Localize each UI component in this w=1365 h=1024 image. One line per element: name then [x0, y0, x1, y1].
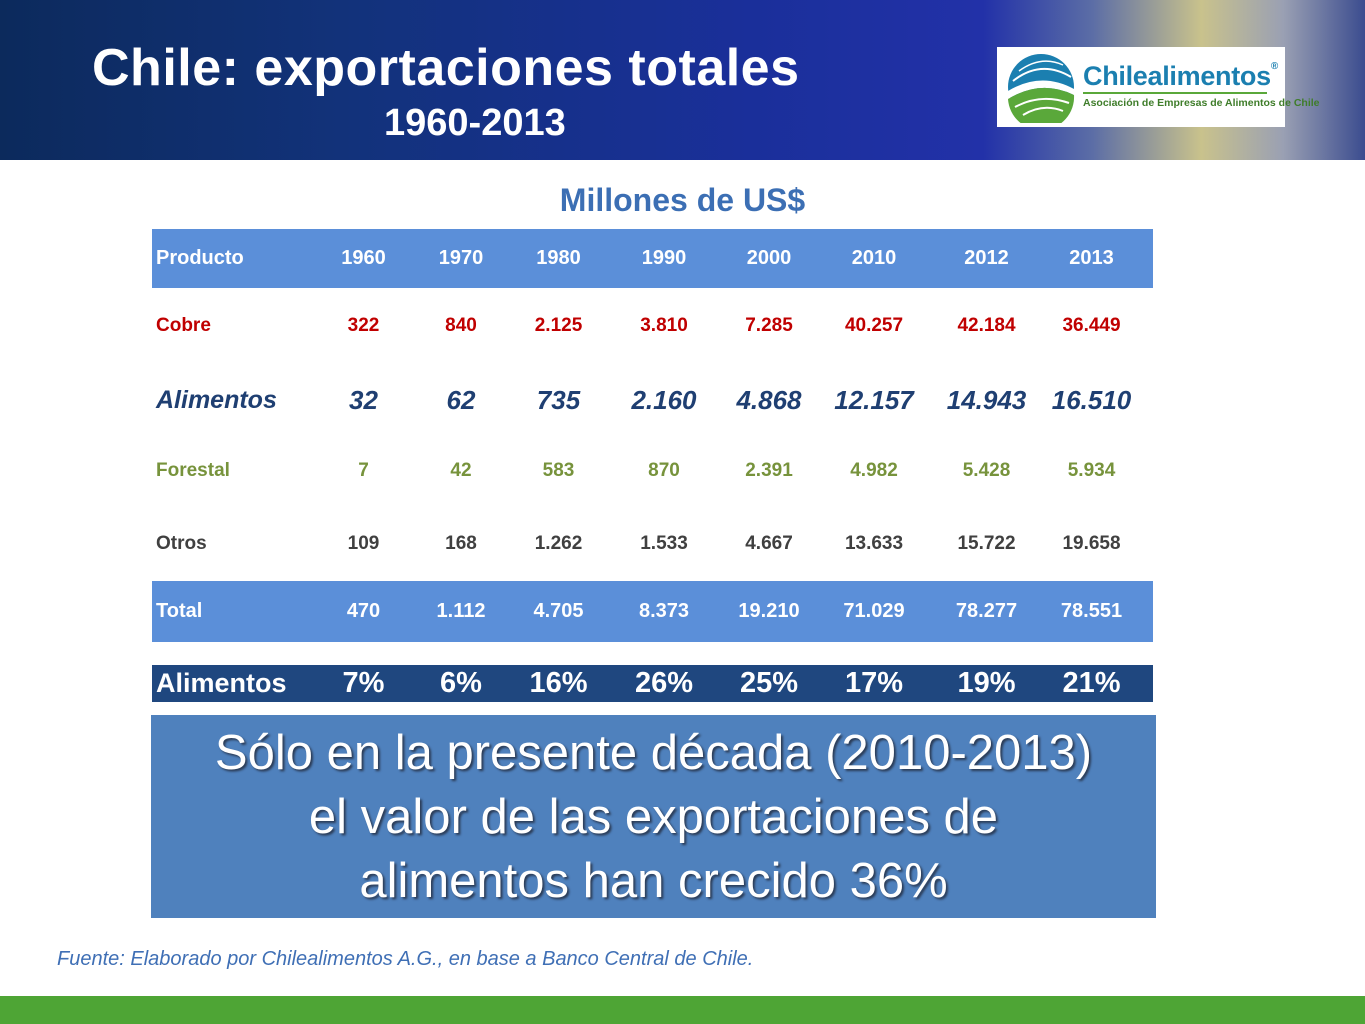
table-cell: Forestal — [156, 460, 230, 481]
header-cell: Producto — [156, 247, 244, 269]
table-cell: 1.533 — [640, 533, 688, 554]
table-cell: 62 — [446, 384, 476, 415]
table-cell: 40.257 — [844, 315, 904, 336]
table-cell: 583 — [542, 460, 575, 481]
table-cell: 4.982 — [850, 460, 898, 481]
table-row-otros: Otros 109 168 1.262 1.533 4.667 13.633 1… — [152, 520, 1153, 568]
units-label: Millones de US$ — [559, 182, 806, 218]
table-cell: 78.551 — [1060, 600, 1123, 622]
table-row-alimentos: Alimentos 32 62 735 2.160 4.868 12.157 1… — [152, 376, 1153, 424]
header-cell: 1990 — [641, 247, 687, 269]
table-cell: Alimentos — [156, 668, 287, 698]
table-cell: 7.285 — [745, 315, 793, 336]
table-row-cobre: Cobre 322 840 2.125 3.810 7.285 40.257 4… — [152, 302, 1153, 350]
slide-subtitle: 1960-2013 — [384, 102, 566, 144]
table-cell: 19.658 — [1062, 533, 1121, 554]
logo-divider — [1083, 92, 1267, 94]
header-cell: 2013 — [1069, 247, 1114, 269]
table-row-alimentos-share: Alimentos 7% 6% 16% 26% 25% 17% 19% 21% — [152, 665, 1153, 702]
table-header-row: Producto 1960 1970 1980 1990 2000 2010 2… — [152, 229, 1153, 288]
table-cell: 15.722 — [957, 533, 1016, 554]
table-cell: 36.449 — [1062, 315, 1121, 336]
slide-title: Chile: exportaciones totales — [92, 39, 800, 97]
table-row-forestal: Forestal 7 42 583 870 2.391 4.982 5.428 … — [152, 447, 1153, 495]
table-cell: 17% — [844, 667, 904, 699]
table-cell: 16.510 — [1051, 384, 1132, 415]
table-cell: 42 — [450, 460, 472, 481]
header-cell: 2000 — [746, 247, 792, 269]
note-line: el valor de las exportaciones de — [308, 790, 999, 844]
table-cell: 7 — [358, 460, 369, 481]
table-cell: 2.160 — [631, 384, 697, 415]
table-cell: 8.373 — [638, 600, 690, 622]
highlight-note: Sólo en la presente década (2010-2013) e… — [151, 715, 1156, 918]
table-cell: 735 — [536, 384, 581, 415]
table-cell: 2.391 — [745, 460, 793, 481]
table-cell: 5.934 — [1067, 460, 1116, 481]
table-cell: 168 — [445, 533, 477, 554]
header-cell: 1960 — [341, 247, 386, 269]
header-cell: 2010 — [851, 247, 897, 269]
table-cell: 25% — [739, 667, 799, 699]
table-cell: Otros — [156, 533, 207, 554]
table-cell: 21% — [1062, 667, 1121, 699]
table-cell: Alimentos — [156, 385, 277, 414]
logo-tagline: Asociación de Empresas de Alimentos de C… — [1083, 97, 1320, 109]
note-line: alimentos han crecido 36% — [359, 854, 948, 908]
table-cell: 470 — [346, 600, 381, 622]
table-cell: 870 — [648, 460, 680, 481]
table-cell: 7% — [342, 667, 385, 699]
table-cell: 26% — [634, 667, 694, 699]
table-cell: 32 — [349, 384, 378, 415]
table-cell: 14.943 — [946, 384, 1027, 415]
table-cell: Cobre — [156, 315, 211, 336]
header-cell: 1970 — [438, 247, 484, 269]
globe-logo-icon — [1008, 54, 1075, 123]
header-cell: 2012 — [964, 247, 1009, 269]
table-cell: 71.029 — [843, 600, 905, 622]
header-cell: 1980 — [536, 247, 581, 269]
table-cell: 1.262 — [534, 533, 583, 554]
logo-wordmark: Chilealimentos® — [1083, 61, 1278, 91]
table-cell: 16% — [529, 667, 588, 699]
table-cell: 4.667 — [745, 533, 793, 554]
table-cell: Total — [156, 600, 203, 622]
table-cell: 78.277 — [955, 600, 1018, 622]
table-cell: 5.428 — [962, 460, 1011, 481]
table-cell: 322 — [347, 315, 380, 336]
note-line: Sólo en la presente década (2010-2013) — [214, 726, 1093, 780]
slide-header: Chile: exportaciones totales 1960-2013 C… — [0, 0, 1365, 160]
table-cell: 42.184 — [957, 315, 1016, 336]
table-cell: 840 — [445, 315, 477, 336]
table-cell: 12.157 — [834, 384, 914, 415]
table-cell: 19% — [957, 667, 1016, 699]
table-cell: 4.868 — [736, 384, 802, 415]
chilealimentos-logo: Chilealimentos® Asociación de Empresas d… — [997, 47, 1320, 127]
table-cell: 13.633 — [844, 533, 904, 554]
table-cell: 109 — [347, 533, 380, 554]
table-cell: 2.125 — [534, 315, 583, 336]
table-row-total: Total 470 1.112 4.705 8.373 19.210 71.02… — [152, 581, 1153, 642]
table-cell: 4.705 — [533, 600, 584, 622]
table-cell: 6% — [440, 667, 482, 699]
source-footnote: Fuente: Elaborado por Chilealimentos A.G… — [57, 948, 754, 970]
table-cell: 3.810 — [640, 315, 688, 336]
table-cell: 1.112 — [436, 600, 486, 622]
footer-bar — [0, 996, 1365, 1024]
table-cell: 19.210 — [738, 600, 800, 622]
